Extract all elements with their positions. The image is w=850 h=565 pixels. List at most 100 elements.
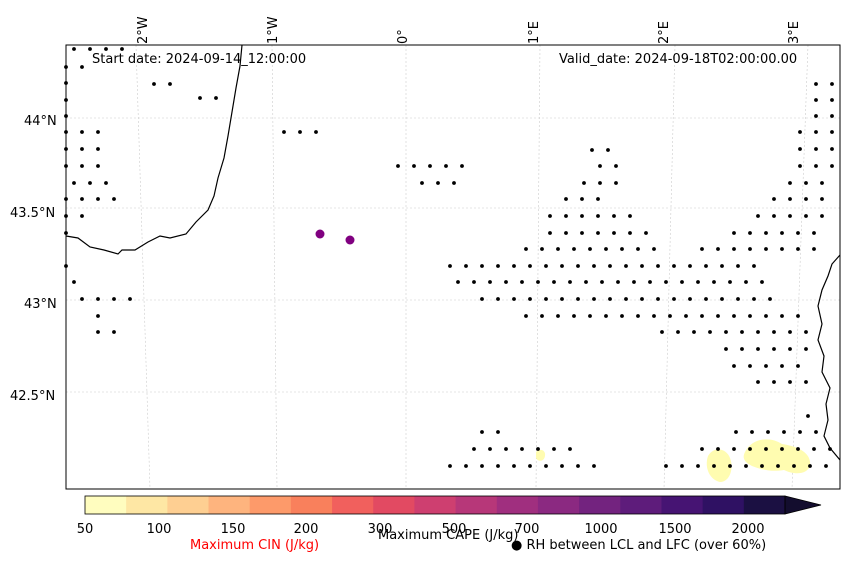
cin-label: Maximum CIN (J/kg) [190, 538, 320, 553]
rh-dot [748, 231, 752, 235]
rh-dot [552, 280, 556, 284]
rh-dot [648, 280, 652, 284]
rh-dot [804, 330, 808, 334]
rh-dot [120, 47, 124, 51]
start-date-label: Start date: 2024-09-14_12:00:00 [92, 52, 307, 67]
rh-dot [480, 264, 484, 268]
rh-dot [788, 214, 792, 218]
rh-dot [72, 280, 76, 284]
rh-dot [788, 181, 792, 185]
rh-dot [780, 364, 784, 368]
rh-dot [668, 314, 672, 318]
rh-dot [748, 247, 752, 251]
rh-dot [692, 330, 696, 334]
colorbar-segment [85, 496, 127, 514]
colorbar-segment [290, 496, 333, 514]
rh-dot [814, 430, 818, 434]
colorbar-segment [620, 496, 662, 514]
rh-dot [780, 314, 784, 318]
colorbar-segment [496, 496, 539, 514]
rh-dot [576, 264, 580, 268]
rh-dot [732, 447, 736, 451]
rh-dot [548, 231, 552, 235]
rh-dot [80, 147, 84, 151]
rh-dot [104, 181, 108, 185]
rh-dot [830, 147, 834, 151]
rh-dot [700, 314, 704, 318]
rh-dot [764, 231, 768, 235]
rh-dot [736, 264, 740, 268]
rh-dot [660, 330, 664, 334]
rh-dot [606, 148, 610, 152]
rh-dot [640, 264, 644, 268]
rh-dot [804, 181, 808, 185]
rh-dot [80, 65, 84, 69]
rh-dot [732, 247, 736, 251]
rh-dot [798, 147, 802, 151]
rh-dot [772, 380, 776, 384]
rh-dot [814, 130, 818, 134]
rh-dot [560, 264, 564, 268]
rh-dot [544, 297, 548, 301]
rh-dot [512, 464, 516, 468]
rh-dot [564, 197, 568, 201]
colorbar-tick: 2000 [731, 522, 765, 537]
rh-dot [724, 330, 728, 334]
rh-dot [764, 247, 768, 251]
colorbar [84, 495, 822, 515]
rh-dot [540, 314, 544, 318]
rh-dot [80, 214, 84, 218]
rh-dot [728, 464, 732, 468]
rh-dot [560, 297, 564, 301]
rh-dot [830, 98, 834, 102]
coastline-west [65, 44, 243, 255]
rh-dot [80, 130, 84, 134]
rh-dot [796, 364, 800, 368]
rh-dot [806, 414, 810, 418]
rh-dot [504, 280, 508, 284]
lon-label: 1°E [527, 21, 542, 44]
rh-dot [512, 297, 516, 301]
rh-dot [620, 314, 624, 318]
rh-dot [780, 447, 784, 451]
rh-dot [584, 280, 588, 284]
colorbar-segment [167, 496, 210, 514]
rh-dot [598, 164, 602, 168]
rh-dot [804, 214, 808, 218]
rh-dot [604, 247, 608, 251]
rh-dot [576, 464, 580, 468]
colorbar-tick: 100 [146, 522, 172, 537]
rh-dot [96, 297, 100, 301]
rh-dot [704, 297, 708, 301]
rh-dot [788, 330, 792, 334]
rh-dot [616, 280, 620, 284]
rh-dot [766, 430, 770, 434]
rh-dot [576, 297, 580, 301]
rh-dot [96, 130, 100, 134]
rh-dot [688, 264, 692, 268]
rh-dot [788, 347, 792, 351]
rh-dot [804, 347, 808, 351]
rh-dot [282, 130, 286, 134]
rh-dot [772, 197, 776, 201]
rh-dot [520, 280, 524, 284]
rh-dot [580, 214, 584, 218]
colorbar-segment [743, 496, 786, 514]
rh-dot [656, 297, 660, 301]
rh-dot [814, 164, 818, 168]
rh-dot [96, 147, 100, 151]
colorbar-extend-arrow [784, 495, 822, 515]
colorbar-segment [661, 496, 704, 514]
rh-dot [612, 214, 616, 218]
colorbar-segment [414, 496, 457, 514]
rh-dot [88, 181, 92, 185]
rh-dot [564, 214, 568, 218]
rh-dot [298, 130, 302, 134]
rh-dot [96, 164, 100, 168]
graticule [66, 44, 840, 490]
colorbar-border [84, 495, 786, 515]
rh-dot [444, 164, 448, 168]
rh-dot [592, 264, 596, 268]
rh-dot [720, 297, 724, 301]
rh-dot [680, 464, 684, 468]
